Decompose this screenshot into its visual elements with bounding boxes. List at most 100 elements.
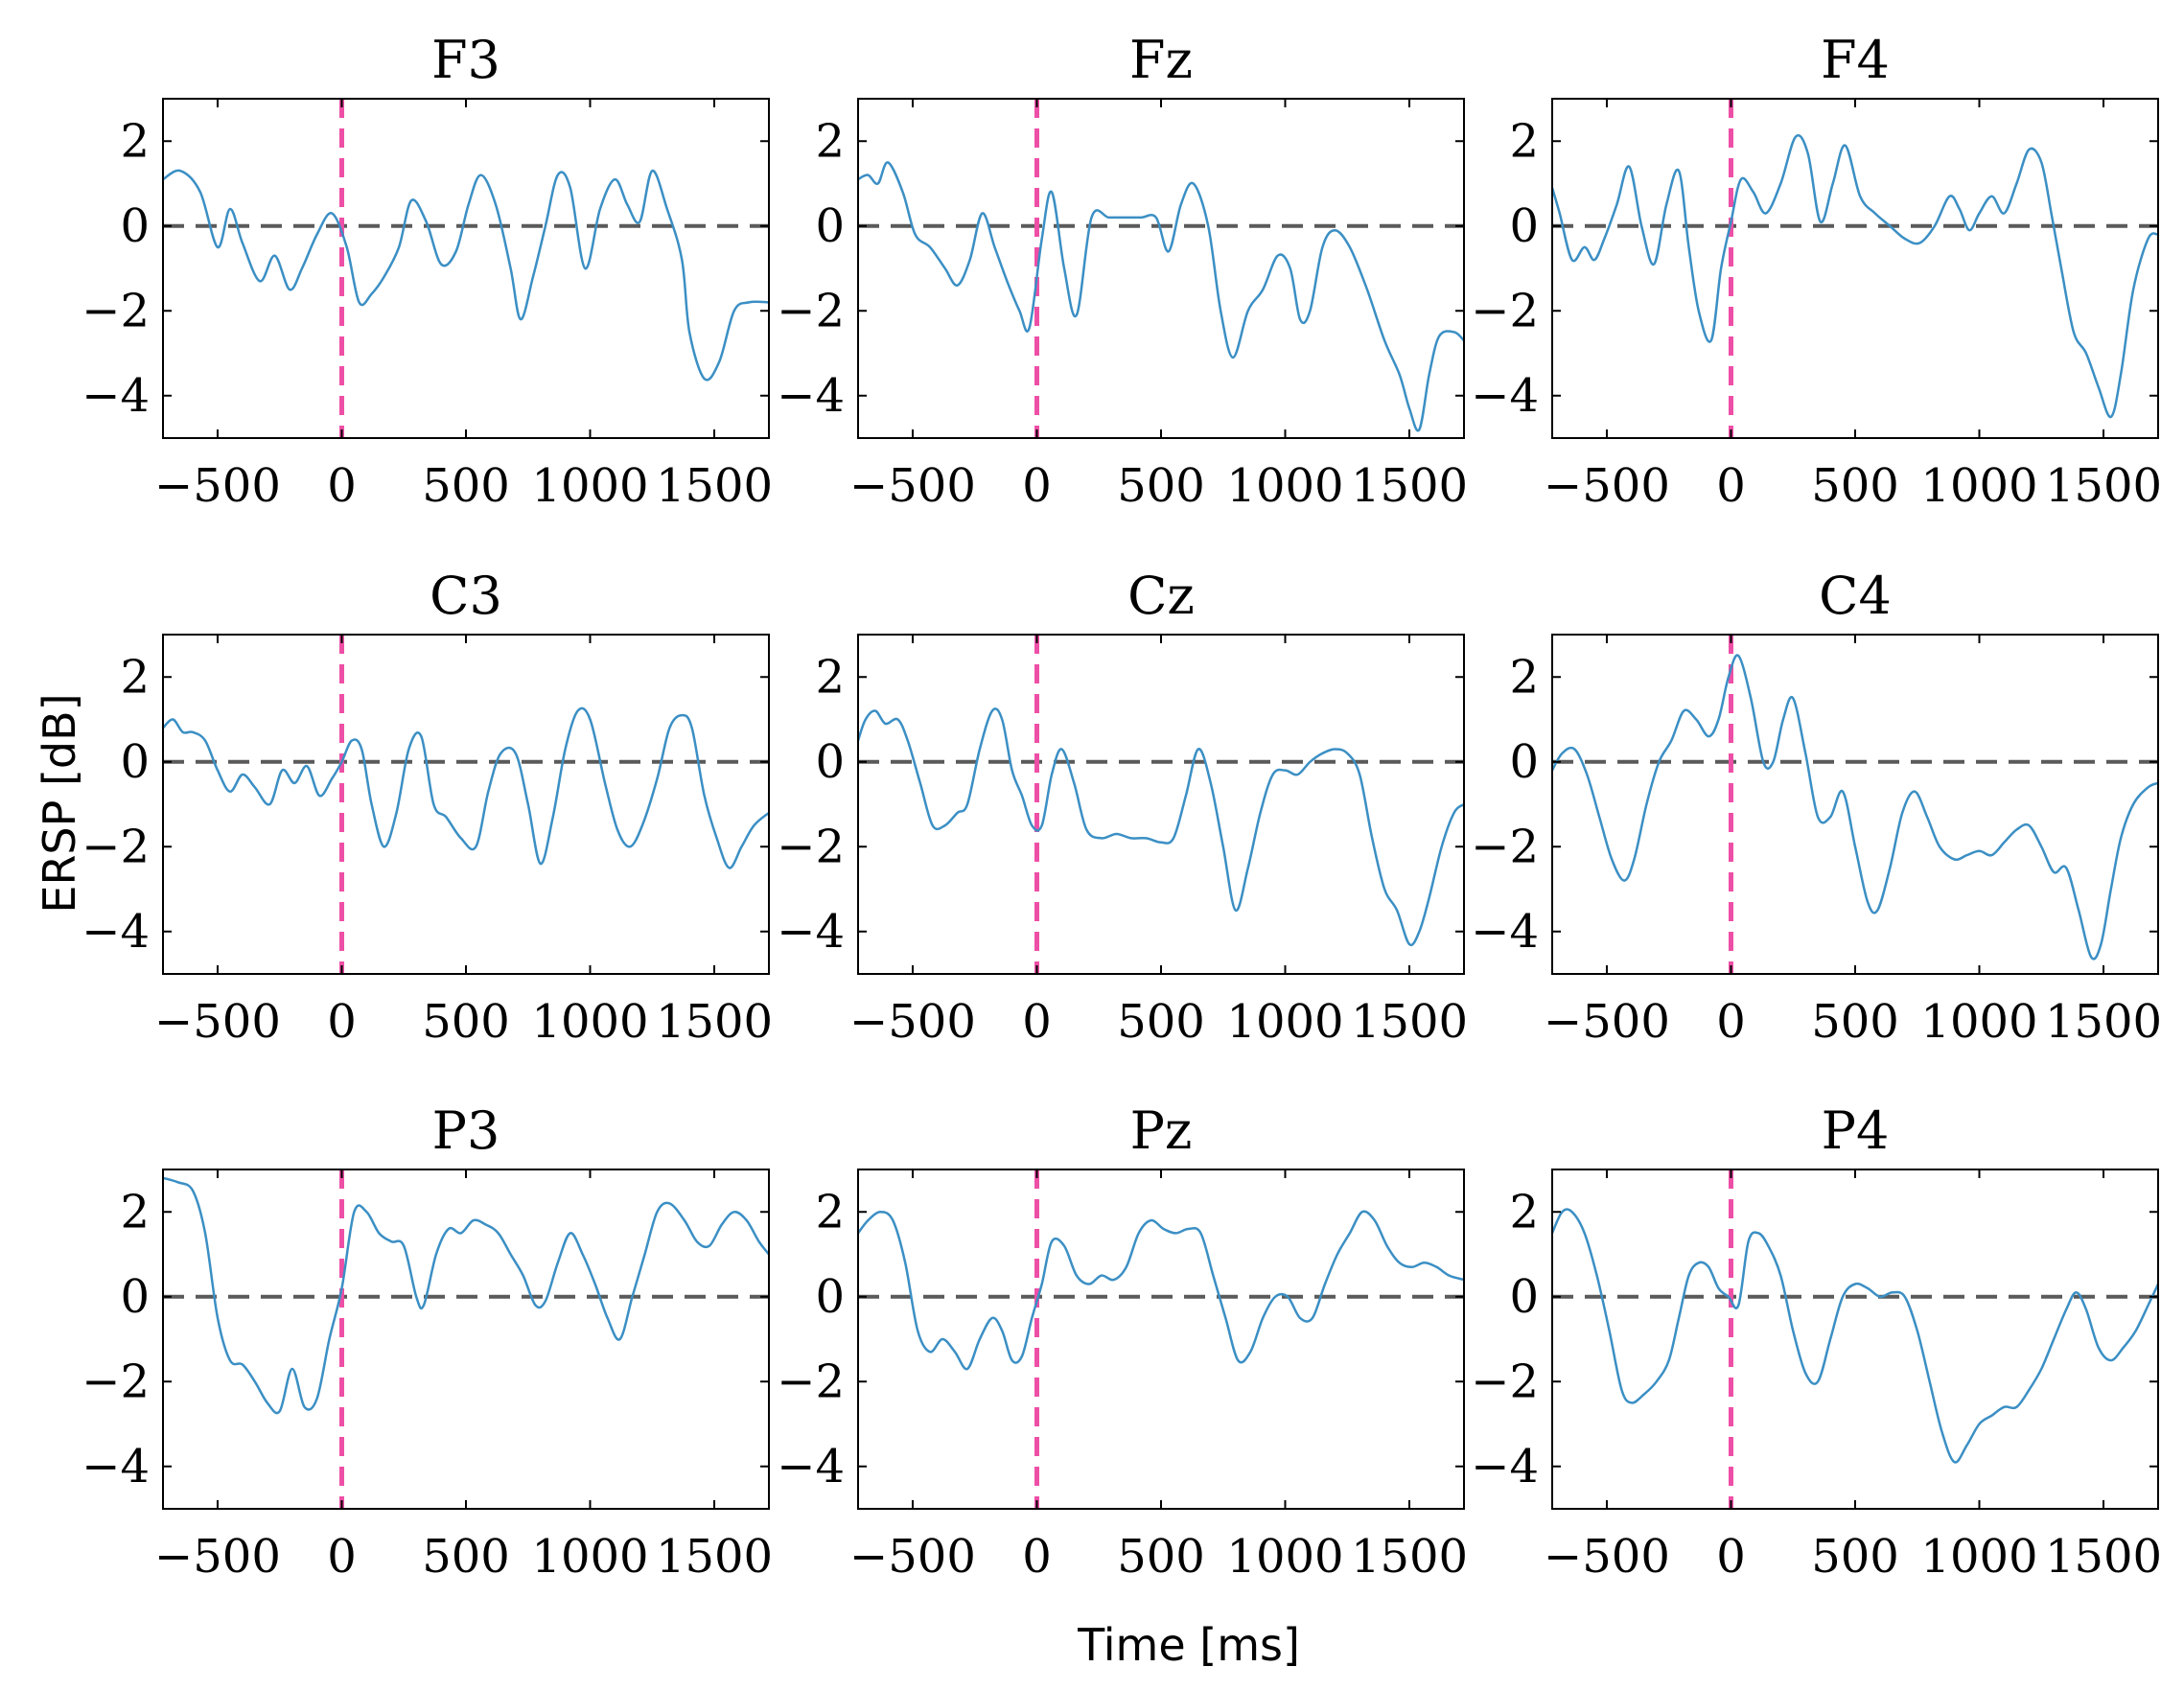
series-line-cz bbox=[858, 707, 1464, 947]
y-tick-label: 0 bbox=[120, 199, 150, 253]
panel-title-p4: P4 bbox=[1822, 1100, 1890, 1161]
panel-title-c3: C3 bbox=[430, 566, 502, 626]
y-tick-label: −2 bbox=[777, 1354, 845, 1408]
y-tick-label: −4 bbox=[81, 905, 150, 959]
axes-frame bbox=[162, 1169, 770, 1510]
x-tick-label: 500 bbox=[1811, 995, 1899, 1049]
x-tick-label: 500 bbox=[422, 459, 510, 513]
y-tick-label: 2 bbox=[120, 1185, 150, 1239]
y-tick-label: 2 bbox=[1509, 650, 1539, 704]
axes-frame bbox=[162, 98, 770, 439]
y-tick-label: 0 bbox=[1509, 199, 1539, 253]
y-tick-label: −2 bbox=[81, 1354, 150, 1408]
panel-c4: C4 −4 −2 0 2 −500 0 500 1000 1500 bbox=[1471, 566, 2162, 1049]
series-line-p3 bbox=[163, 1176, 769, 1415]
series-line-f3 bbox=[163, 169, 769, 382]
axes-frame bbox=[1551, 634, 2159, 975]
x-tick-label: 500 bbox=[422, 1530, 510, 1584]
panel-title-p3: P3 bbox=[432, 1100, 500, 1161]
y-tick-label: 2 bbox=[120, 114, 150, 168]
axes-frame bbox=[1551, 98, 2159, 439]
x-tick-label: 1000 bbox=[1226, 1530, 1343, 1584]
series-line-fz bbox=[858, 161, 1464, 432]
x-tick-label: 1500 bbox=[2045, 459, 2162, 513]
y-tick-label: −4 bbox=[1471, 1440, 1539, 1493]
x-tick-label: 1500 bbox=[2045, 995, 2162, 1049]
x-tick-label: 1500 bbox=[1351, 995, 1468, 1049]
x-tick-label: 500 bbox=[1811, 459, 1899, 513]
x-tick-label: 1500 bbox=[2045, 1530, 2162, 1584]
x-tick-label: 0 bbox=[1716, 1530, 1746, 1584]
x-tick-label: 1500 bbox=[656, 995, 773, 1049]
x-tick-label: −500 bbox=[154, 1530, 281, 1584]
x-tick-label: 500 bbox=[1811, 1530, 1899, 1584]
panel-title-cz: Cz bbox=[1127, 566, 1195, 626]
y-tick-label: −4 bbox=[777, 905, 845, 959]
y-axis-label: ERSP [dB] bbox=[34, 693, 85, 913]
panel-f3: F3 −4 −2 0 2 −500 0 500 1000 1500 bbox=[81, 30, 773, 513]
y-tick-label: 0 bbox=[1509, 735, 1539, 789]
panel-p4: P4 −4 −2 0 2 −500 0 500 1000 1500 bbox=[1471, 1100, 2162, 1584]
panel-title-pz: Pz bbox=[1130, 1100, 1193, 1161]
series-line-f4 bbox=[1552, 134, 2158, 419]
x-tick-label: −500 bbox=[1544, 1530, 1670, 1584]
x-tick-label: 1000 bbox=[1226, 995, 1343, 1049]
x-tick-label: 1000 bbox=[531, 995, 648, 1049]
y-tick-label: 0 bbox=[815, 735, 845, 789]
x-tick-label: 1500 bbox=[656, 459, 773, 513]
x-tick-label: 0 bbox=[1022, 995, 1052, 1049]
y-tick-label: 2 bbox=[1509, 1185, 1539, 1239]
series-line-p4 bbox=[1552, 1208, 2158, 1464]
y-tick-label: −4 bbox=[1471, 369, 1539, 423]
y-tick-label: −2 bbox=[1471, 284, 1539, 337]
y-tick-label: 2 bbox=[815, 114, 845, 168]
x-tick-label: 0 bbox=[1716, 459, 1746, 513]
y-tick-label: −2 bbox=[1471, 820, 1539, 873]
x-tick-label: −500 bbox=[849, 459, 976, 513]
axes-frame bbox=[857, 634, 1465, 975]
x-tick-label: 0 bbox=[327, 995, 357, 1049]
x-tick-label: 0 bbox=[327, 459, 357, 513]
x-tick-label: 0 bbox=[327, 1530, 357, 1584]
axes-frame bbox=[162, 634, 770, 975]
panel-fz: Fz −4 −2 0 2 −500 0 500 1000 1500 bbox=[777, 30, 1468, 513]
y-tick-label: −4 bbox=[81, 1440, 150, 1493]
x-tick-label: −500 bbox=[154, 459, 281, 513]
panel-p3: P3 −4 −2 0 2 −500 0 500 1000 1500 bbox=[81, 1100, 773, 1584]
y-tick-label: 2 bbox=[1509, 114, 1539, 168]
panel-pz: Pz −4 −2 0 2 −500 0 500 1000 1500 bbox=[777, 1100, 1468, 1584]
y-tick-label: −2 bbox=[777, 284, 845, 337]
panel-title-fz: Fz bbox=[1129, 30, 1193, 90]
y-tick-label: 0 bbox=[120, 1270, 150, 1324]
x-tick-label: 500 bbox=[1117, 459, 1205, 513]
x-tick-label: 1000 bbox=[1920, 1530, 2037, 1584]
x-tick-label: 500 bbox=[422, 995, 510, 1049]
x-tick-label: 500 bbox=[1117, 995, 1205, 1049]
x-tick-label: 0 bbox=[1022, 459, 1052, 513]
panel-title-f4: F4 bbox=[1821, 30, 1890, 90]
x-tick-label: −500 bbox=[849, 1530, 976, 1584]
x-tick-label: −500 bbox=[1544, 459, 1670, 513]
y-tick-label: 0 bbox=[1509, 1270, 1539, 1324]
x-tick-label: 0 bbox=[1022, 1530, 1052, 1584]
panel-title-f3: F3 bbox=[431, 30, 500, 90]
y-tick-label: −4 bbox=[81, 369, 150, 423]
x-tick-label: 1500 bbox=[1351, 1530, 1468, 1584]
x-tick-label: 1000 bbox=[1920, 459, 2037, 513]
y-tick-label: −2 bbox=[1471, 1354, 1539, 1408]
y-tick-label: −4 bbox=[1471, 905, 1539, 959]
y-tick-label: 2 bbox=[815, 1185, 845, 1239]
x-tick-label: 1000 bbox=[531, 459, 648, 513]
series-line-pz bbox=[858, 1210, 1464, 1371]
x-tick-label: 1000 bbox=[1226, 459, 1343, 513]
panel-title-c4: C4 bbox=[1819, 566, 1892, 626]
panel-cz: Cz −4 −2 0 2 −500 0 500 1000 1500 bbox=[777, 566, 1468, 1049]
series-line-c4 bbox=[1552, 654, 2158, 961]
axes-frame bbox=[857, 98, 1465, 439]
x-tick-label: −500 bbox=[1544, 995, 1670, 1049]
y-tick-label: −2 bbox=[777, 820, 845, 873]
axes-frame bbox=[1551, 1169, 2159, 1510]
panel-c3: C3 −4 −2 0 2 −500 0 500 1000 1500 bbox=[81, 566, 773, 1049]
y-tick-label: −4 bbox=[777, 1440, 845, 1493]
